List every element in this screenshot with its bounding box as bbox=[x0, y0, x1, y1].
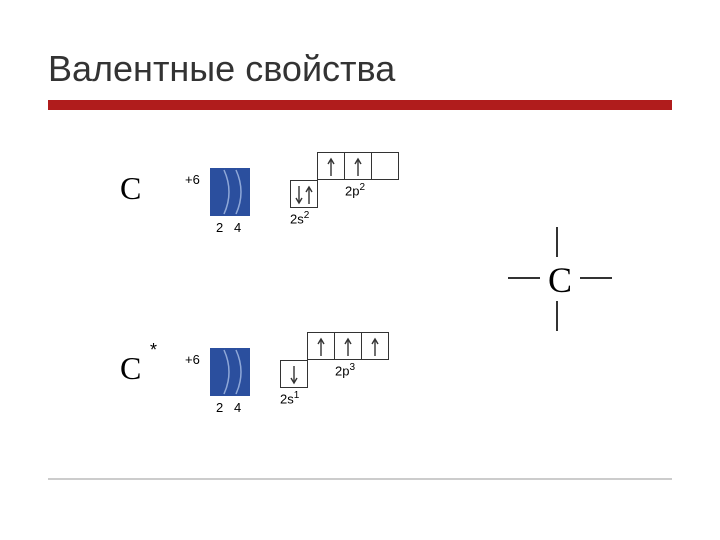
ground-2p-cell-2 bbox=[344, 152, 372, 180]
slide-title: Валентные свойства bbox=[48, 48, 395, 90]
ground-2p-cell-1 bbox=[317, 152, 345, 180]
excited-orbital-diagram: 2s1 2p3 bbox=[280, 332, 420, 402]
excited-star: * bbox=[150, 340, 157, 361]
lewis-structure: C bbox=[500, 235, 660, 355]
ground-2s-row bbox=[290, 180, 318, 208]
excited-shells bbox=[210, 348, 250, 396]
excited-2s-label: 2s1 bbox=[280, 390, 299, 406]
footer-rule bbox=[48, 478, 672, 480]
excited-2p-cell-1 bbox=[307, 332, 335, 360]
excited-2s-row bbox=[280, 360, 308, 388]
excited-2s-cell bbox=[280, 360, 308, 388]
ground-2p-cell-3 bbox=[371, 152, 399, 180]
ground-shell-n2: 4 bbox=[234, 220, 241, 235]
ground-2p-row bbox=[317, 152, 399, 180]
ground-2s-cell bbox=[290, 180, 318, 208]
lewis-bond-right bbox=[580, 277, 612, 279]
excited-symbol: C bbox=[120, 350, 141, 387]
lewis-bond-bottom bbox=[556, 301, 558, 331]
ground-orbital-diagram: 2s2 2p2 bbox=[290, 152, 430, 222]
excited-2p-label: 2p3 bbox=[335, 362, 355, 378]
ground-2p-label: 2p2 bbox=[345, 182, 365, 198]
ground-shells bbox=[210, 168, 250, 216]
lewis-symbol: C bbox=[548, 259, 572, 301]
ground-2s-label: 2s2 bbox=[290, 210, 309, 226]
excited-2p-cell-2 bbox=[334, 332, 362, 360]
title-underline bbox=[48, 100, 672, 110]
excited-shell-n1: 2 bbox=[216, 400, 223, 415]
ground-charge: +6 bbox=[185, 172, 200, 187]
excited-2p-row bbox=[307, 332, 389, 360]
ground-symbol: C bbox=[120, 170, 141, 207]
ground-shell-n1: 2 bbox=[216, 220, 223, 235]
lewis-bond-left bbox=[508, 277, 540, 279]
lewis-bond-top bbox=[556, 227, 558, 257]
excited-2p-cell-3 bbox=[361, 332, 389, 360]
excited-shell-n2: 4 bbox=[234, 400, 241, 415]
excited-charge: +6 bbox=[185, 352, 200, 367]
